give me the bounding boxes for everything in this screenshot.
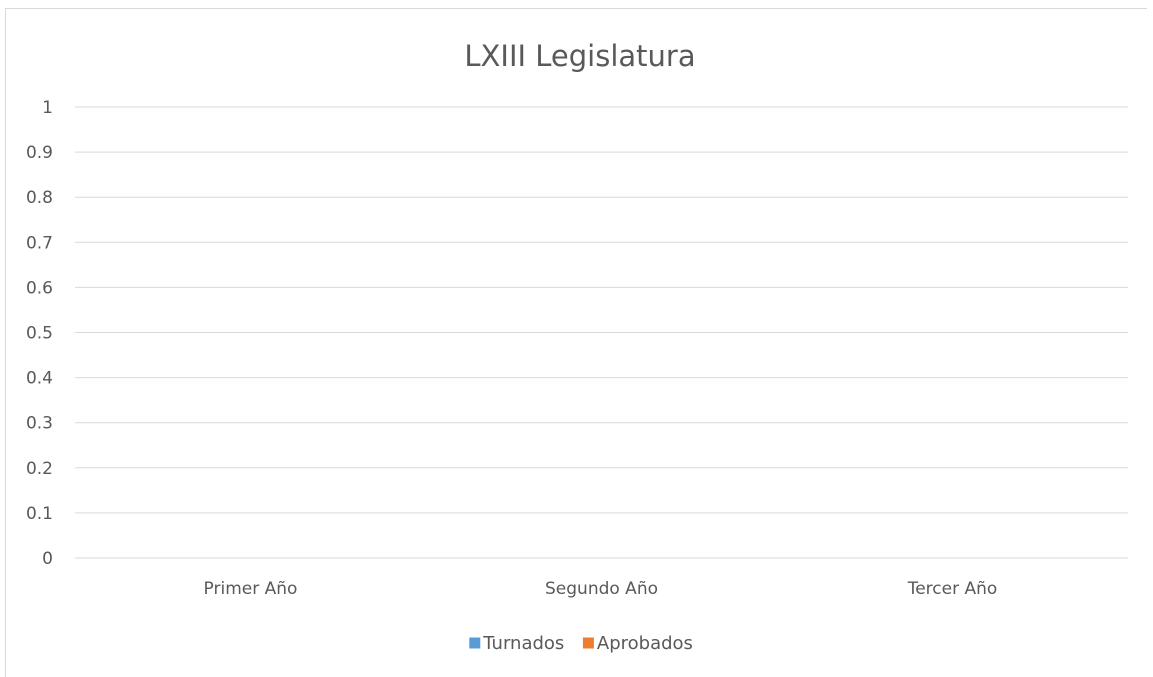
x-category-label: Segundo Año [545, 579, 658, 599]
legend-swatch-aprobados [582, 637, 594, 649]
y-tick-label: 1 [42, 98, 53, 118]
y-tick-label: 0.4 [26, 369, 53, 389]
y-tick-label: 0.2 [26, 459, 53, 479]
legend: Turnados Aprobados [469, 633, 693, 654]
y-tick-label: 0.3 [26, 414, 53, 434]
y-tick-label: 0.8 [26, 188, 53, 208]
y-tick-label: 0.9 [26, 143, 53, 163]
chart-frame [5, 8, 1147, 677]
y-axis-ticks: 0 0.1 0.2 0.3 0.4 0.5 0.6 0.7 0.8 0.9 1 [26, 98, 53, 569]
y-tick-label: 0 [42, 549, 53, 569]
legend-label-turnados: Turnados [482, 633, 564, 654]
x-axis-categories: Primer Año Segundo Año Tercer Año [204, 579, 998, 599]
x-category-label: Tercer Año [907, 579, 998, 599]
x-category-label: Primer Año [204, 579, 298, 599]
legend-label-aprobados: Aprobados [597, 633, 693, 654]
y-tick-label: 0.7 [26, 233, 53, 253]
y-tick-label: 0.5 [26, 324, 53, 344]
y-tick-label: 0.1 [26, 504, 53, 524]
y-tick-label: 0.6 [26, 278, 53, 298]
gridlines [75, 106, 1128, 559]
chart-title: LXIII Legislatura [464, 39, 695, 73]
legend-swatch-turnados [469, 637, 481, 649]
